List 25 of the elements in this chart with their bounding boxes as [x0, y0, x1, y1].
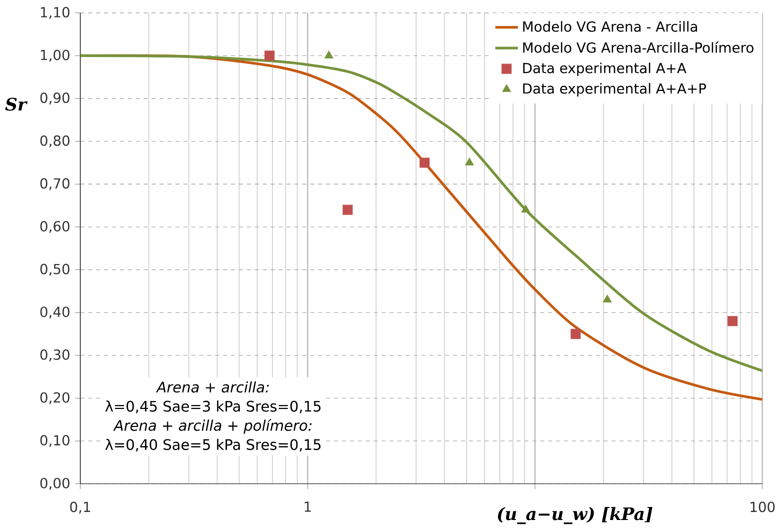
x-axis-title: (u_a−u_w) [kPa]: [498, 506, 652, 524]
y-tick-label: 0,20: [40, 392, 70, 404]
annotation: λ=0,45 Sae=3 kPa Sres=0,15: [105, 400, 321, 413]
y-tick-label: 0,80: [40, 135, 70, 148]
y-tick-label: 0,60: [40, 220, 70, 233]
y-tick-label: 0,50: [40, 264, 70, 276]
legend-label: Data experimental A+A: [523, 62, 686, 76]
annotation: Arena + arcilla:: [156, 381, 269, 392]
x-tick-label: 1: [304, 501, 311, 512]
y-tick-label: 1,10: [40, 6, 70, 19]
x-tick-label: 100: [750, 501, 775, 512]
y-tick-label: 0,00: [40, 478, 70, 490]
annotation: Arena + arcilla + polímero:: [113, 418, 312, 434]
legend-label: Modelo VG Arena-Arcilla-Polímero: [523, 41, 754, 53]
annotation: λ=0,40 Sae=5 kPa Sres=0,15: [105, 438, 321, 452]
x-tick-label: 0,1: [70, 501, 90, 514]
y-tick-label: 0,10: [40, 434, 70, 447]
y-axis-title: Sr: [5, 98, 28, 111]
y-tick-label: 0,70: [40, 178, 70, 190]
y-tick-label: 0,30: [40, 349, 70, 362]
y-tick-label: 1,00: [40, 50, 70, 62]
legend-label: Modelo VG Arena - Arcilla: [523, 20, 697, 32]
legend-label: Data experimental A+A+P: [523, 82, 706, 96]
y-tick-label: 0,90: [40, 92, 70, 104]
y-tick-label: 0,40: [40, 306, 70, 318]
